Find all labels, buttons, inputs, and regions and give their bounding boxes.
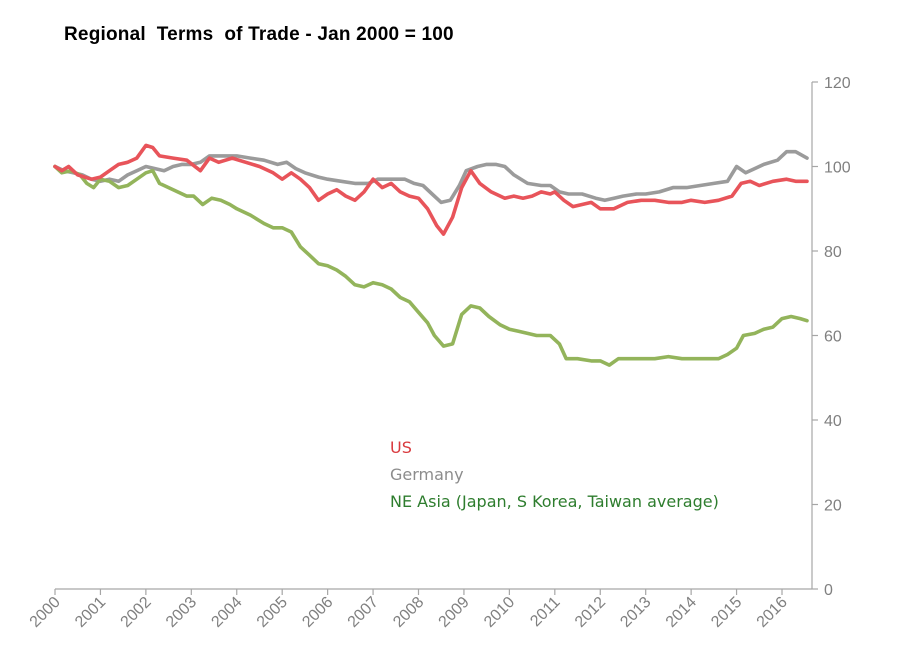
legend: US Germany NE Asia (Japan, S Korea, Taiwan… bbox=[390, 438, 719, 511]
x-tick-label: 2009 bbox=[436, 594, 473, 631]
y-tick-label: 0 bbox=[824, 582, 833, 599]
series-layer bbox=[53, 143, 809, 367]
y-tick-label: 20 bbox=[824, 498, 842, 515]
x-tick-label: 2015 bbox=[708, 594, 745, 631]
series-line-germany bbox=[53, 149, 809, 205]
x-tick-label: 2005 bbox=[254, 594, 291, 631]
x-tick-label: 2006 bbox=[299, 594, 336, 631]
legend-entry: NE Asia (Japan, S Korea, Taiwan average) bbox=[390, 492, 719, 511]
y-tick-label: 100 bbox=[824, 160, 851, 177]
x-tick-label: 2004 bbox=[208, 594, 245, 631]
x-tick-label: 2012 bbox=[572, 594, 609, 631]
y-tick-label: 40 bbox=[824, 413, 842, 430]
x-tick-label: 2016 bbox=[754, 594, 791, 631]
x-tick-label: 2000 bbox=[27, 594, 64, 631]
x-tick-label: 2003 bbox=[163, 594, 200, 631]
x-tick-label: 2013 bbox=[617, 594, 654, 631]
x-tick-label: 2010 bbox=[481, 594, 518, 631]
x-tick-label: 2014 bbox=[663, 594, 700, 631]
chart-title: Regional Terms of Trade - Jan 2000 = 100 bbox=[64, 24, 454, 45]
legend-entry: Germany bbox=[390, 465, 464, 484]
y-tick-label: 60 bbox=[824, 329, 842, 346]
x-tick-label: 2007 bbox=[345, 594, 382, 631]
y-tick-label: 120 bbox=[824, 75, 851, 92]
x-tick-label: 2011 bbox=[527, 594, 563, 630]
x-tick-label: 2002 bbox=[118, 594, 155, 631]
x-tick-label: 2008 bbox=[390, 594, 427, 631]
series-line-ne bbox=[53, 164, 809, 367]
series-line-us bbox=[53, 143, 809, 236]
legend-entry: US bbox=[390, 438, 412, 457]
y-tick-label: 80 bbox=[824, 244, 842, 261]
x-tick-label: 2001 bbox=[72, 594, 109, 631]
